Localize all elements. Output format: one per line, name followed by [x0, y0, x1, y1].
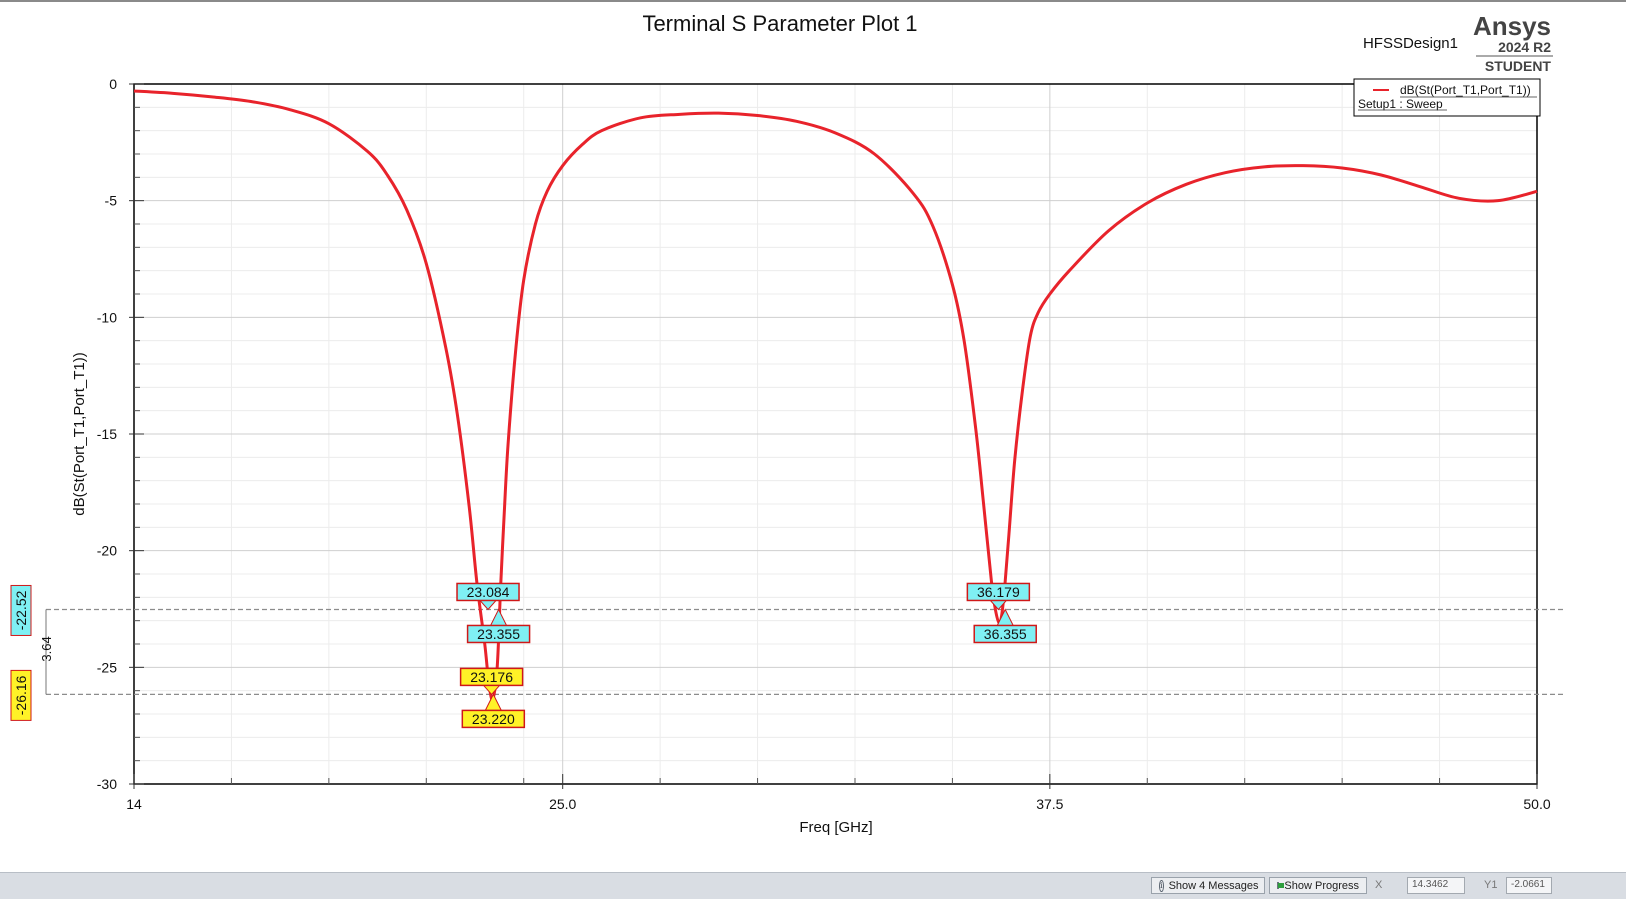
y-cursor-value: -22.52 — [10, 584, 32, 636]
show-progress-button[interactable]: Show Progress — [1269, 877, 1367, 894]
y-cursor-value-label: -22.52 — [13, 590, 29, 630]
show-messages-label: Show 4 Messages — [1168, 879, 1259, 892]
y-cursor-value-box — [10, 584, 32, 636]
y-tick-label: -10 — [97, 309, 117, 325]
marker-label: 36.179 — [977, 584, 1020, 600]
y-cursor-lines[interactable] — [46, 608, 1565, 696]
trace-series[interactable] — [133, 89, 1538, 702]
trace-line[interactable] — [133, 89, 1538, 702]
marker-pointer — [484, 693, 503, 711]
marker-label: 23.355 — [477, 626, 520, 642]
ansys-logo: Ansys 2024 R2 STUDENT — [1473, 11, 1553, 74]
info-icon: i — [1159, 879, 1164, 892]
x-coord-label: X — [1375, 879, 1383, 891]
y-tick-label: 0 — [109, 76, 117, 92]
x-axis-label: Freq [GHz] — [799, 819, 872, 836]
marker-tag[interactable]: 23.355 — [466, 608, 531, 644]
major-gridlines — [133, 83, 1538, 785]
marker-tag[interactable]: 23.176 — [459, 667, 524, 696]
y-coord-field: -2.0661 — [1506, 877, 1552, 894]
ansys-brand: Ansys — [1473, 11, 1551, 41]
status-bar: i Show 4 Messages Show Progress X 14.346… — [0, 872, 1626, 899]
marker-tag[interactable]: 36.355 — [973, 608, 1037, 644]
x-tick-label: 25.0 — [549, 796, 576, 812]
y-cursor-value-box — [10, 669, 32, 721]
marker-label: 36.355 — [984, 626, 1027, 642]
x-tick-label: 14 — [126, 796, 142, 812]
ansys-edition: STUDENT — [1485, 58, 1552, 74]
x-tick-labels: 14 25.0 37.5 50.0 — [126, 796, 1551, 812]
plot-window[interactable]: Terminal S Parameter Plot 1 HFSSDesign1 … — [0, 0, 1626, 872]
marker-tag[interactable]: 36.179 — [966, 582, 1031, 611]
marker-box — [461, 709, 526, 729]
marker-box — [459, 667, 524, 687]
marker-pointer — [478, 599, 498, 611]
cursor-delta-label: 3.64 — [39, 636, 54, 661]
marker-box — [456, 582, 520, 602]
progress-icon — [1277, 882, 1286, 889]
y-tick-label: -15 — [97, 426, 117, 442]
y-tick-label: -30 — [97, 776, 117, 792]
legend-setup-label: Setup1 : Sweep — [1358, 97, 1443, 111]
marker-label: 23.084 — [467, 584, 510, 600]
design-name: HFSSDesign1 — [1363, 35, 1458, 52]
legend-trace-label: dB(St(Port_T1,Port_T1)) — [1400, 83, 1531, 97]
y-cursor-value-label: -26.16 — [13, 675, 29, 715]
ansys-version: 2024 R2 — [1498, 39, 1551, 55]
plot-canvas[interactable]: Terminal S Parameter Plot 1 HFSSDesign1 … — [0, 2, 1626, 874]
y-tick-label: -5 — [105, 193, 118, 209]
trace-markers[interactable]: 23.084 23.355 23.176 23.220 36.179 36.355 — [456, 582, 1037, 729]
y-cursor-labels: -22.52 -26.16 3.64 — [10, 584, 54, 721]
axis-ticks — [129, 83, 1538, 789]
y-tick-labels: 0 -5 -10 -15 -20 -25 -30 — [97, 76, 117, 792]
show-messages-button[interactable]: i Show 4 Messages — [1151, 877, 1265, 894]
marker-pointer — [996, 608, 1015, 626]
marker-label: 23.176 — [470, 669, 513, 685]
y-tick-label: -20 — [97, 543, 117, 559]
marker-box — [966, 582, 1031, 602]
marker-tag[interactable]: 23.220 — [461, 693, 526, 729]
show-progress-label: Show Progress — [1284, 879, 1359, 892]
marker-pointer — [482, 684, 501, 696]
plot-title: Terminal S Parameter Plot 1 — [642, 11, 917, 36]
marker-tag[interactable]: 23.084 — [456, 582, 520, 611]
minor-gridlines — [134, 84, 1537, 784]
y-tick-label: -25 — [97, 659, 117, 675]
x-tick-label: 50.0 — [1523, 796, 1550, 812]
x-tick-label: 37.5 — [1036, 796, 1063, 812]
x-coord-field: 14.3462 — [1407, 877, 1465, 894]
marker-box — [466, 624, 531, 644]
y-coord-label: Y1 — [1484, 879, 1498, 891]
legend-box[interactable]: dB(St(Port_T1,Port_T1)) Setup1 : Sweep — [1353, 78, 1541, 117]
y-cursor-value: -26.16 — [10, 669, 32, 721]
marker-label: 23.220 — [472, 711, 515, 727]
marker-pointer — [489, 608, 508, 626]
marker-box — [973, 624, 1037, 644]
y-axis-label: dB(St(Port_T1,Port_T1)) — [71, 352, 88, 515]
